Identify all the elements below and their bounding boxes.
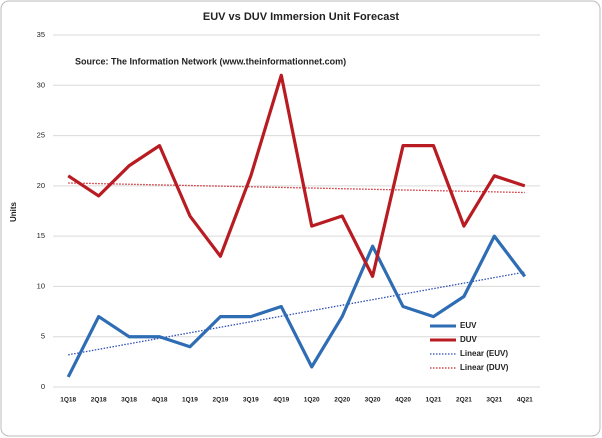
y-tick-label: 15	[37, 231, 45, 240]
y-tick-label: 35	[37, 30, 45, 39]
y-tick-label: 30	[37, 80, 45, 89]
x-tick-label: 2Q18	[91, 397, 107, 404]
x-tick-label: 4Q20	[395, 397, 411, 404]
chart-title: EUV vs DUV Immersion Unit Forecast	[203, 11, 400, 23]
legend-label: Linear (EUV)	[460, 349, 508, 358]
trendline	[68, 182, 525, 194]
y-axis-label: Units	[9, 201, 18, 222]
y-tick-label: 0	[41, 382, 45, 391]
series-line	[66, 234, 527, 378]
x-tick-label: 4Q21	[517, 397, 533, 404]
x-tick-label: 3Q19	[243, 397, 259, 404]
x-tick-label: 1Q18	[60, 397, 76, 404]
x-tick-label: 2Q20	[334, 397, 350, 404]
legend-label: EUV	[460, 321, 477, 330]
trendline	[68, 271, 525, 356]
x-tick-label: 4Q19	[273, 397, 289, 404]
legend-label: DUV	[460, 335, 478, 344]
x-tick-label: 3Q21	[486, 397, 502, 404]
x-tick-label: 1Q20	[304, 397, 320, 404]
y-tick-label: 10	[37, 281, 45, 290]
series-line	[67, 73, 526, 278]
x-tick-label: 4Q18	[152, 397, 168, 404]
x-tick-label: 3Q20	[365, 397, 381, 404]
y-tick-label: 5	[41, 332, 45, 341]
annotation: Source: The Information Network (www.the…	[75, 56, 346, 66]
x-tick-label: 2Q19	[212, 397, 228, 404]
legend-label: Linear (DUV)	[460, 363, 509, 372]
y-tick-label: 20	[37, 181, 45, 190]
x-tick-label: 2Q21	[456, 397, 472, 404]
x-tick-label: 3Q18	[121, 397, 137, 404]
x-tick-label: 1Q21	[426, 397, 442, 404]
y-tick-label: 25	[37, 131, 45, 140]
x-tick-label: 1Q19	[182, 397, 198, 404]
